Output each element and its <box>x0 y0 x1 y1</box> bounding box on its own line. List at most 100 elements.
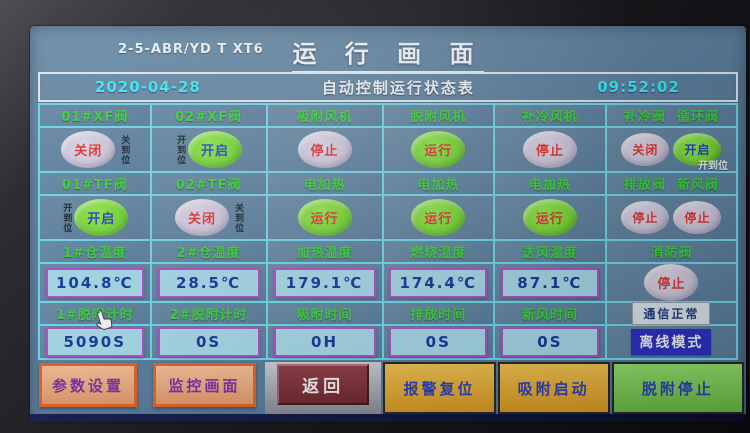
status-lamp: 关闭 <box>621 133 670 167</box>
table-header: 2#脱附计时 <box>169 308 248 324</box>
monitor-screen-button[interactable]: 监控画面 <box>153 363 256 407</box>
lamp-row: 停止 <box>495 131 605 169</box>
table-header-cell: 送风温度 <box>495 241 605 263</box>
table-header: 吸附风机 <box>296 110 353 125</box>
table-header-cell: 电加热 <box>383 173 494 195</box>
table-header-cell: 02#TF阀 <box>151 173 266 195</box>
table-header: 01#XF阀 <box>61 110 129 125</box>
desorption-stop-button[interactable]: 脱附停止 <box>611 362 744 414</box>
table-header: 脱附风机 <box>410 110 467 125</box>
adsorption-start-button[interactable]: 吸附启动 <box>497 362 610 414</box>
table-content-cell: 0S <box>383 326 494 358</box>
status-lamp-label: 关闭 <box>632 143 659 158</box>
status-lamp-label: 停止 <box>632 211 659 226</box>
status-lamp: 关闭 <box>61 131 116 169</box>
status-lamp-label: 关闭 <box>188 212 217 228</box>
table-content-cell: 关闭 开启 开到位 <box>606 128 736 172</box>
return-button[interactable]: 返回 <box>276 364 370 405</box>
status-lamp: 停止 <box>297 131 352 169</box>
table-header: 02#XF阀 <box>175 110 242 125</box>
status-lamp-label: 开启 <box>684 143 711 158</box>
table-content-cell: 104.8℃ <box>40 264 150 302</box>
table-header-cell: 2#脱附计时 <box>151 303 266 325</box>
value-display[interactable]: 104.8℃ <box>45 267 144 298</box>
table-content-cell: 关闭 关到位 <box>40 128 150 172</box>
value-display[interactable]: 5090S <box>45 327 144 358</box>
table-content-cell: 运行 <box>495 196 605 240</box>
table-header-cell: 消防阀 <box>606 241 736 263</box>
position-label: 关到位 <box>119 134 130 165</box>
lamp-row: 运行 <box>384 131 494 169</box>
button-bar: 参数设置 监控画面 返回 报警复位 吸附启动 脱附停止 <box>30 362 746 414</box>
lamp-row: 开到位 开启 <box>40 199 150 237</box>
value-display[interactable]: 0H <box>273 327 376 358</box>
table-content-cell: 开到位 开启 <box>151 128 266 172</box>
lamp-row: 运行 <box>268 199 382 237</box>
status-lamp-label: 停止 <box>684 211 711 226</box>
status-lamp: 运行 <box>411 199 466 237</box>
value-display[interactable]: 174.4℃ <box>389 267 488 298</box>
status-lamp: 运行 <box>297 199 352 237</box>
value-display[interactable]: 28.5℃ <box>157 267 260 298</box>
value-display[interactable]: 0S <box>500 327 600 358</box>
table-header-cell: 1#脱附计时 <box>40 303 150 325</box>
table-header: 消防阀 <box>650 246 693 262</box>
table-header: 送风温度 <box>521 246 578 262</box>
table-header-cell: 加热温度 <box>267 241 382 263</box>
table-header-cell: 吸附风机 <box>267 105 382 126</box>
parameter-settings-button[interactable]: 参数设置 <box>39 363 138 407</box>
table-header: 加热温度 <box>296 246 353 262</box>
table-header: 电加热 <box>528 178 571 194</box>
status-lamp: 运行 <box>411 131 466 169</box>
comm-status-cell: 通信正常 <box>606 302 736 326</box>
status-lamp-label: 停止 <box>535 144 564 160</box>
table-header: 02#TF阀 <box>175 178 242 194</box>
alarm-reset-button[interactable]: 报警复位 <box>383 362 496 414</box>
offline-mode-badge[interactable]: 离线模式 <box>631 329 712 356</box>
status-lamp-label: 开启 <box>87 212 116 228</box>
lamp-row: 关闭 关到位 <box>152 199 266 237</box>
table-content-cell: 离线模式 <box>606 326 736 358</box>
status-lamp: 停止 <box>522 131 577 169</box>
status-lamp-label: 运行 <box>424 212 453 228</box>
hmi-screen: 2-5-ABR/YD T XT6 运 行 画 面 2020-04-28 自动控制… <box>30 26 746 422</box>
table-content-cell: 运行 <box>383 196 494 240</box>
table-header: 排放时间 <box>410 308 467 324</box>
value-display[interactable]: 0S <box>389 327 488 358</box>
table-content-cell: 停止 停止 <box>606 196 736 240</box>
table-content-cell: 28.5℃ <box>151 264 266 302</box>
position-label: 开到位 <box>61 202 72 233</box>
status-lamp: 停止 <box>673 201 722 235</box>
lamp-row: 运行 <box>384 199 494 237</box>
table-content-cell: 5090S <box>40 310 150 358</box>
table-header-cell: 补冷风机 <box>495 105 605 126</box>
table-header: 吸附时间 <box>296 308 353 324</box>
table-header: 燃烧温度 <box>410 246 467 262</box>
table-header: 排放阀 新风阀 <box>623 178 719 194</box>
status-lamp-label: 关闭 <box>74 144 103 160</box>
status-lamp: 关闭 <box>175 199 230 237</box>
table-header: 1#脱附计时 <box>55 308 134 324</box>
value-display[interactable]: 179.1℃ <box>273 267 376 298</box>
table-content-cell: 开到位 开启 <box>40 196 150 240</box>
table-header: 电加热 <box>417 178 460 194</box>
status-table-title: 自动控制运行状态表 <box>321 78 475 97</box>
status-bar: 2020-04-28 自动控制运行状态表 09:52:02 <box>38 72 738 102</box>
status-lamp: 停止 <box>644 264 699 302</box>
comm-status-badge: 通信正常 <box>632 302 711 326</box>
status-lamp: 开启 <box>74 199 129 237</box>
table-header-cell: 补冷阀 循环阀 <box>606 105 736 126</box>
value-display[interactable]: 0S <box>157 327 260 358</box>
table-content-cell: 179.1℃ <box>267 264 382 302</box>
date-label: 2020-04-28 <box>94 78 201 96</box>
time-label: 09:52:02 <box>597 78 680 96</box>
status-lamp-label: 开启 <box>201 144 230 160</box>
position-label: 开到位 <box>175 134 186 165</box>
position-label: 关到位 <box>233 202 244 233</box>
table-content-cell: 停止 <box>606 264 736 302</box>
value-display[interactable]: 87.1℃ <box>500 267 600 298</box>
lamp-row: 停止 <box>268 131 382 169</box>
lamp-row: 开到位 开启 <box>152 131 266 169</box>
table-content-cell: 87.1℃ <box>495 264 605 302</box>
table-content-cell: 0S <box>151 326 266 358</box>
